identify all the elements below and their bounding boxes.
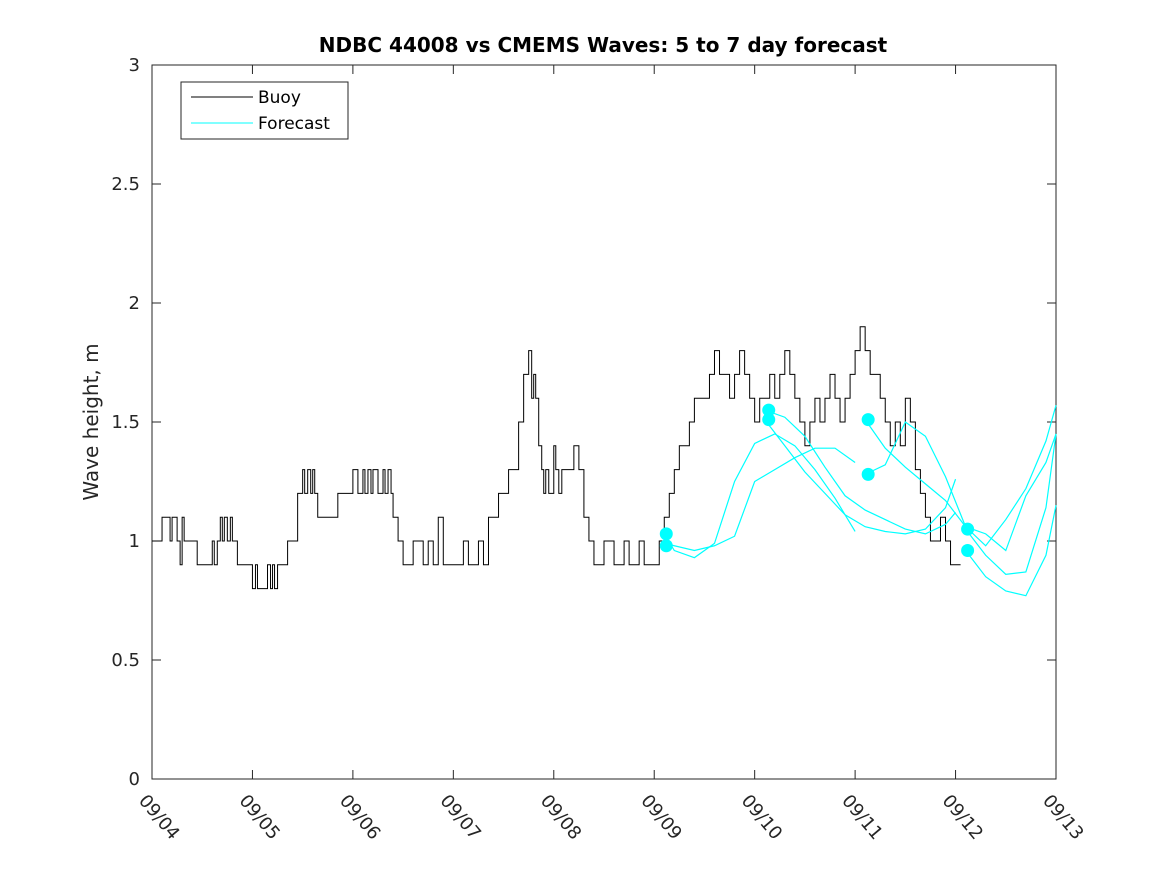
legend-buoy-label: Buoy xyxy=(258,88,301,108)
x-tick-label: 09/07 xyxy=(436,791,485,844)
forecast-start-point xyxy=(861,413,875,427)
y-tick-label: 1 xyxy=(129,531,140,552)
y-tick-label: 0 xyxy=(129,769,140,790)
forecast-start-point xyxy=(961,522,975,536)
x-tick-label: 09/11 xyxy=(837,791,886,844)
series-layer xyxy=(152,326,1057,597)
plot-area xyxy=(151,64,1057,780)
forecast-start-point xyxy=(659,527,673,541)
x-tick-label: 09/13 xyxy=(1038,791,1087,844)
forecast-start-point xyxy=(961,544,975,558)
x-tick-label: 09/09 xyxy=(636,791,685,844)
forecast-run-line xyxy=(965,433,1057,575)
legend: Buoy Forecast xyxy=(180,81,349,140)
x-tick-label: 09/05 xyxy=(235,791,284,844)
x-tick-label: 09/08 xyxy=(536,791,585,844)
y-axis: 0 0.5 1 1.5 2 2.5 3 xyxy=(111,55,1056,790)
forecast-start-point xyxy=(659,539,673,553)
y-tick-label: 2.5 xyxy=(111,174,140,195)
y-tick-label: 1.5 xyxy=(111,412,140,433)
x-tick-label: 09/06 xyxy=(335,791,384,844)
forecast-start-point xyxy=(762,403,776,417)
forecast-run-line xyxy=(764,419,957,535)
forecast-run-line xyxy=(663,433,856,559)
forecast-run-line xyxy=(965,505,1057,597)
forecast-run-line xyxy=(764,409,957,535)
legend-box xyxy=(180,81,349,140)
forecast-start-point xyxy=(762,413,776,427)
y-axis-label: Wave height, m xyxy=(79,343,103,500)
chart-title: NDBC 44008 vs CMEMS Waves: 5 to 7 day fo… xyxy=(319,33,888,57)
forecast-start-point xyxy=(861,467,875,481)
x-tick-label: 09/12 xyxy=(938,791,987,844)
x-tick-label: 09/04 xyxy=(134,791,183,844)
buoy-series-line xyxy=(152,326,961,590)
legend-forecast-label: Forecast xyxy=(258,114,330,134)
forecast-run-line xyxy=(664,447,856,552)
x-tick-label: 09/10 xyxy=(737,791,786,844)
y-tick-label: 2 xyxy=(129,293,140,314)
y-tick-label: 3 xyxy=(129,55,140,76)
y-tick-label: 0.5 xyxy=(111,650,140,671)
